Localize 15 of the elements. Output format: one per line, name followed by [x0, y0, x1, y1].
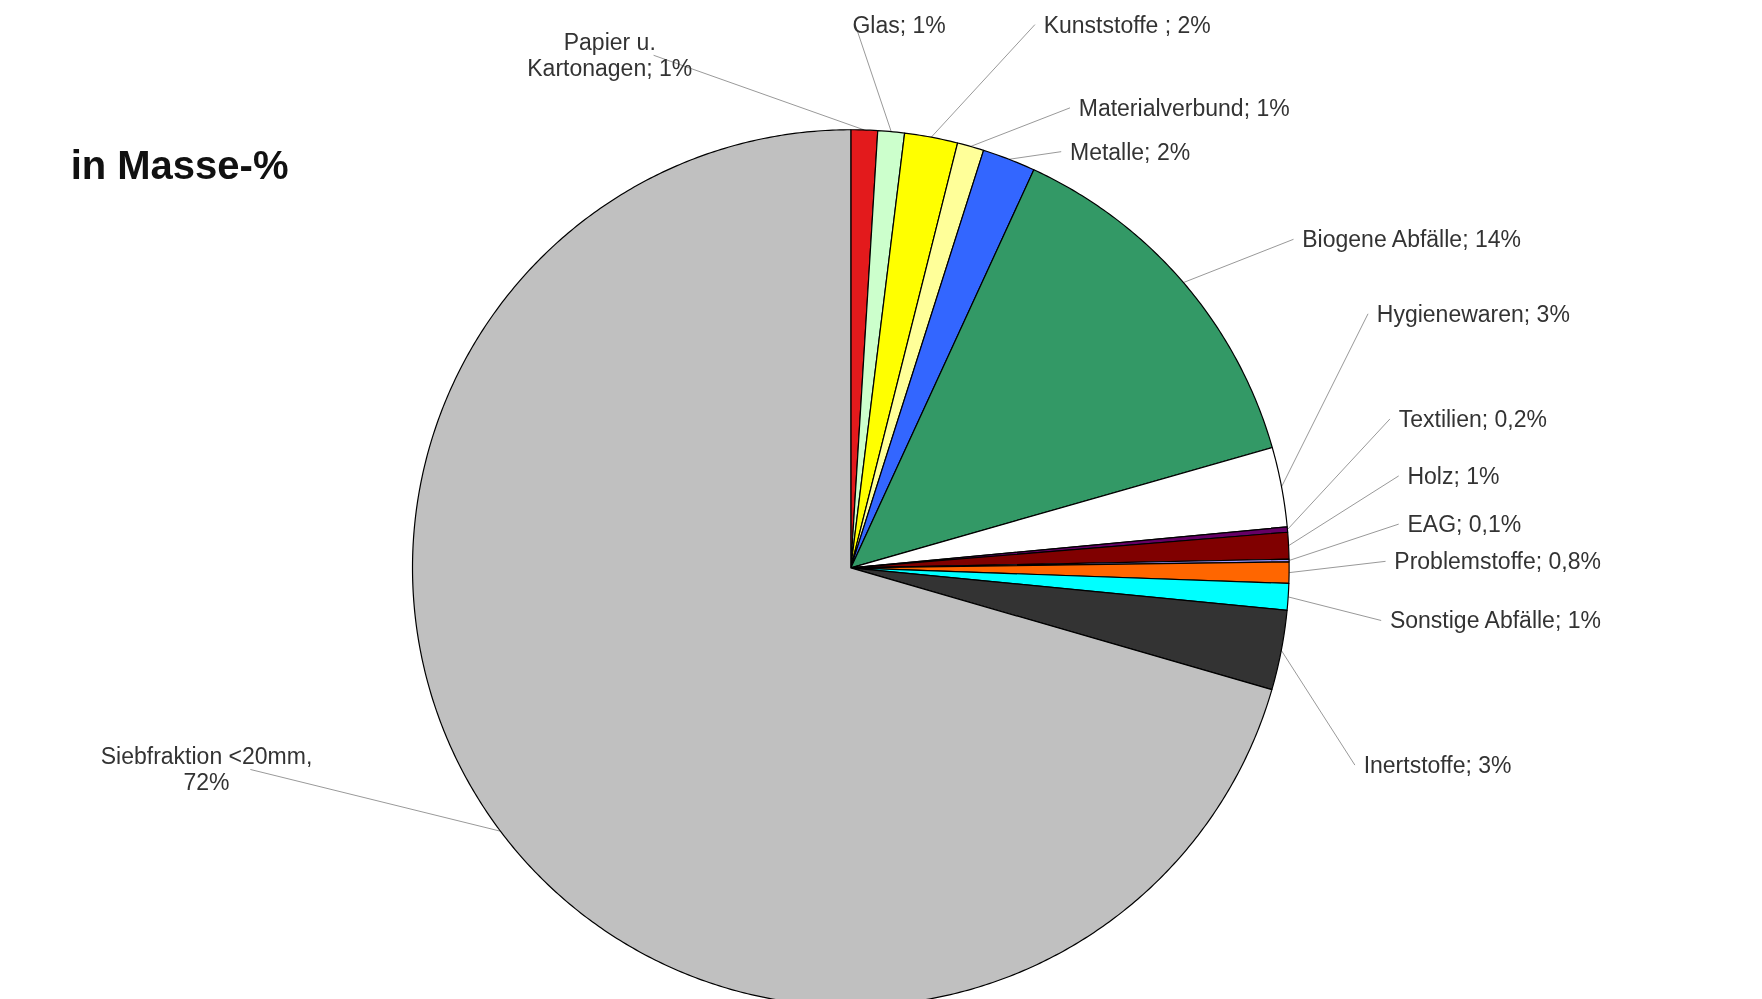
slice-label: Materialverbund; 1%	[1078, 94, 1290, 121]
slice-label: Papier u. Kartonagen; 1%	[527, 29, 693, 82]
slice-label: Holz; 1%	[1407, 462, 1500, 489]
slice-label: Siebfraktion <20mm, 72%	[100, 743, 313, 796]
slice-label: Metalle; 2%	[1069, 138, 1191, 165]
slice-label: Glas; 1%	[852, 11, 946, 38]
slice-label: Textilien; 0,2%	[1398, 405, 1548, 432]
slice-label: EAG; 0,1%	[1407, 511, 1522, 538]
slice-label: Sonstige Abfälle; 1%	[1389, 607, 1601, 634]
slice-label: Problemstoffe; 0,8%	[1394, 548, 1602, 575]
text: in Masse-%	[70, 142, 289, 187]
slice-label: Inertstoffe; 3%	[1363, 752, 1512, 779]
slice-label: Biogene Abfälle; 14%	[1302, 226, 1521, 253]
slice-label: Hygienewaren; 3%	[1376, 300, 1570, 327]
slice-label: Kunststoffe ; 2%	[1043, 11, 1211, 38]
